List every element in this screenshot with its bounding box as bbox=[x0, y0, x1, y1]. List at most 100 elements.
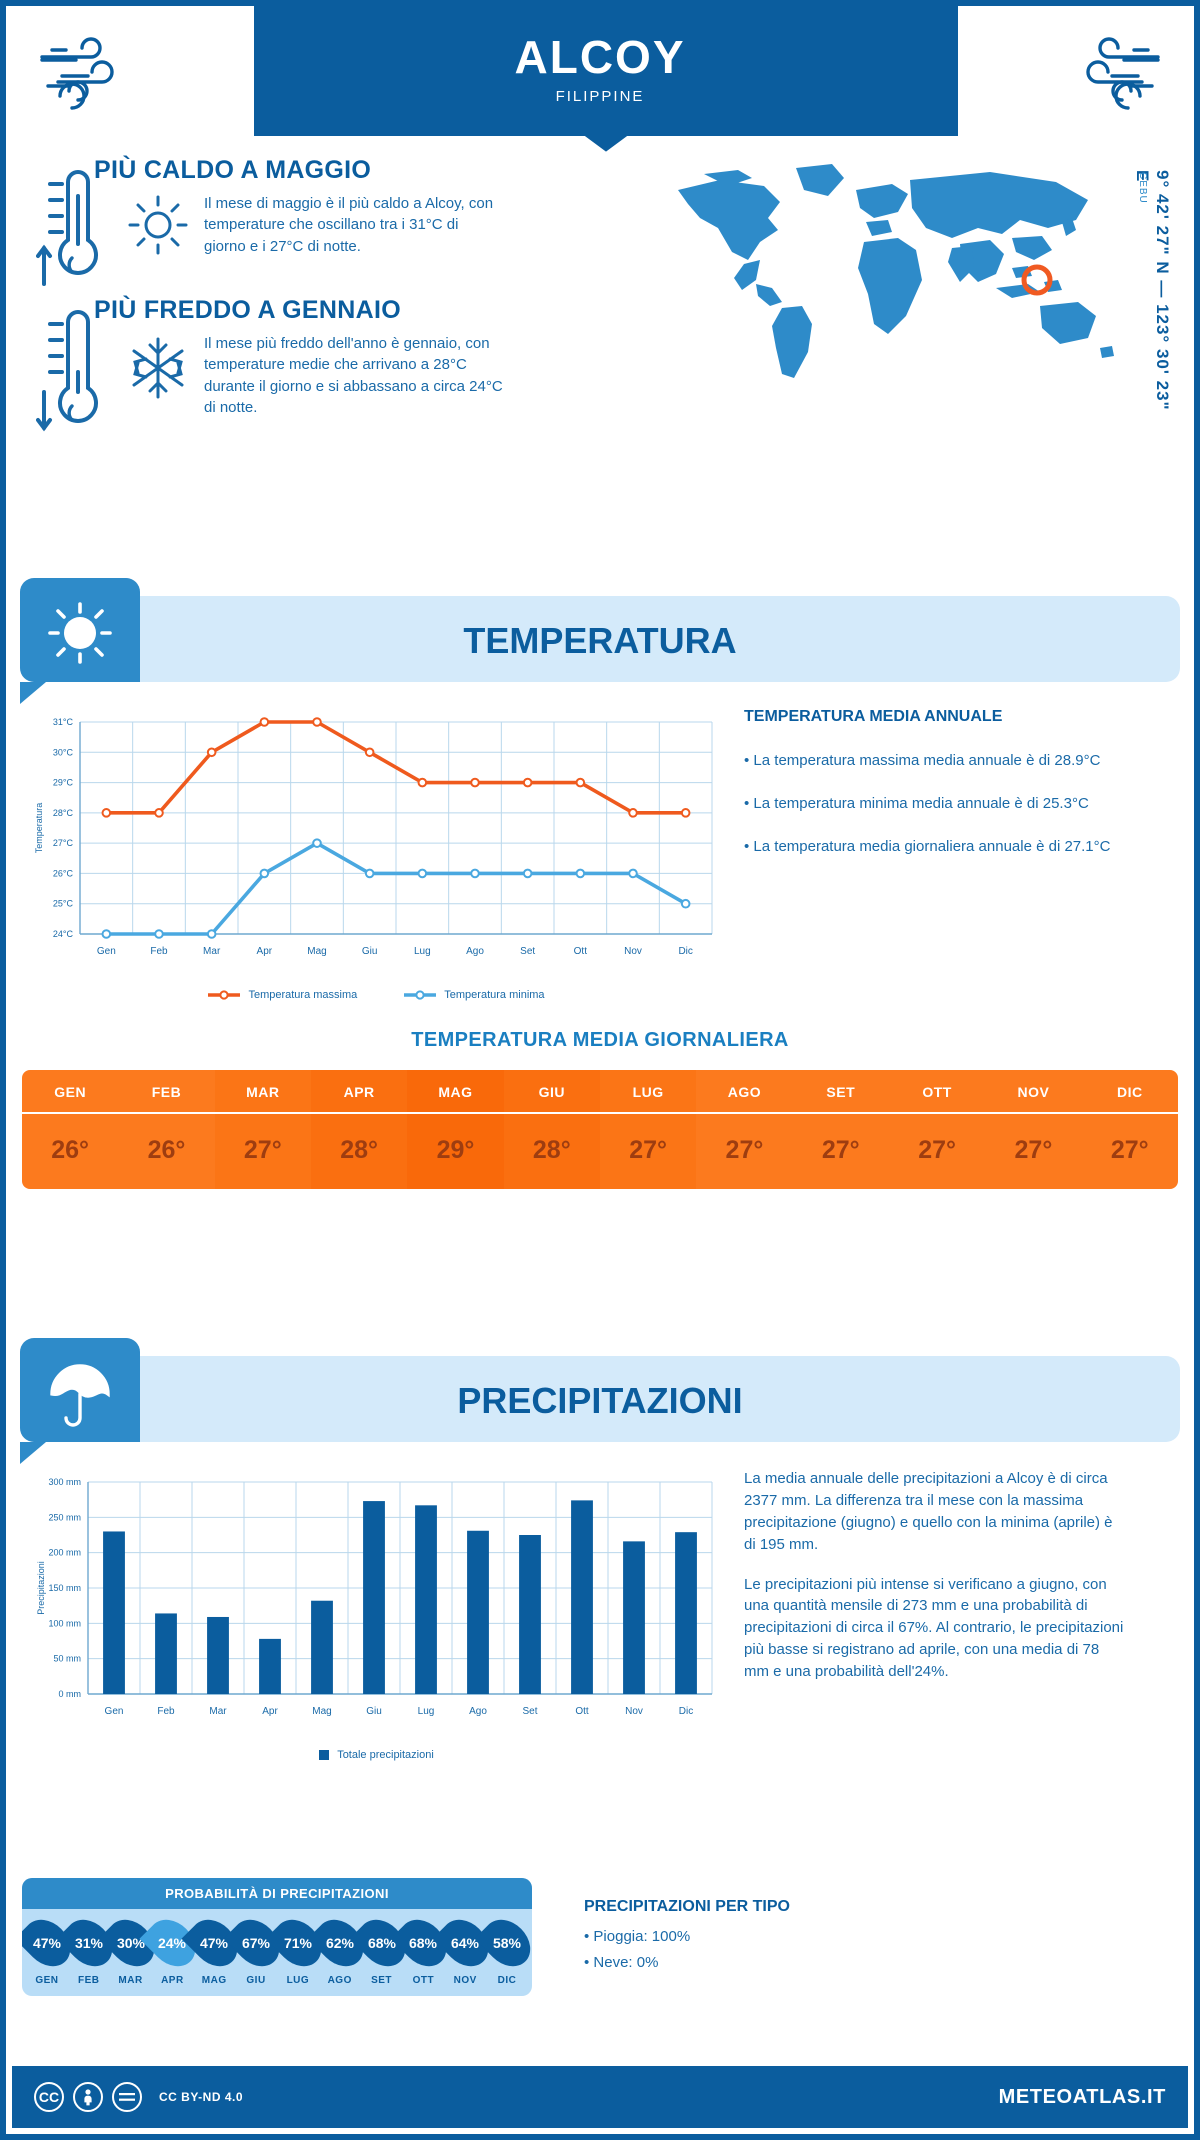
sun-banner-icon bbox=[46, 600, 114, 671]
probability-value: 58% bbox=[493, 1935, 522, 1951]
temperature-bullet-max: • La temperatura massima media annuale è… bbox=[744, 752, 1101, 769]
daily-temp-month: FEB bbox=[118, 1070, 215, 1114]
daily-temp-column: AGO 27° bbox=[696, 1070, 793, 1189]
daily-temp-column: DIC 27° bbox=[1081, 1070, 1178, 1189]
probability-month: APR bbox=[161, 1975, 184, 1986]
svg-text:Lug: Lug bbox=[414, 946, 431, 957]
svg-text:Mar: Mar bbox=[203, 946, 221, 957]
svg-text:25°C: 25°C bbox=[53, 899, 74, 909]
daily-temp-value: 27° bbox=[725, 1136, 764, 1164]
precipitation-paragraph-1: La media annuale delle precipitazioni a … bbox=[744, 1470, 1113, 1553]
temperature-chart: 24°C 25°C 26°C 27°C 28°C 29°C 30°C 31°C Gen Feb Ma… bbox=[6, 708, 726, 1001]
svg-text:300 mm: 300 mm bbox=[48, 1477, 81, 1487]
probability-month: LUG bbox=[286, 1975, 310, 1986]
svg-text:Precipitazioni: Precipitazioni bbox=[36, 1561, 46, 1615]
daily-temp-month: OTT bbox=[888, 1070, 986, 1114]
daily-temp-month: MAR bbox=[214, 1070, 311, 1114]
highlights-panel: PIÙ CALDO A MAGGIO Il mese di maggio è i… bbox=[6, 156, 646, 438]
legend-square-total-icon bbox=[319, 1750, 330, 1760]
probability-month: MAG bbox=[201, 1975, 227, 1986]
daily-temp-month: LUG bbox=[599, 1070, 697, 1114]
probability-month: DIC bbox=[497, 1975, 517, 1986]
svg-text:Dic: Dic bbox=[678, 946, 692, 957]
probability-drop: 24% APR bbox=[139, 1910, 205, 1986]
daily-temp-column: MAG 29° bbox=[407, 1070, 504, 1189]
svg-text:Temperatura: Temperatura bbox=[34, 803, 44, 854]
probability-drop: 47% GEN bbox=[22, 1910, 80, 1986]
probability-drop: 68% SET bbox=[349, 1910, 415, 1986]
probability-drop: 64% NOV bbox=[432, 1910, 498, 1986]
daily-temp-value: 28° bbox=[532, 1136, 571, 1164]
svg-text:24°C: 24°C bbox=[53, 929, 74, 939]
svg-text:Set: Set bbox=[520, 946, 535, 957]
cc-badge-by bbox=[73, 2082, 103, 2112]
daily-temp-column: FEB 26° bbox=[118, 1070, 215, 1189]
probability-title: PROBABILITÀ DI PRECIPITAZIONI bbox=[22, 1878, 532, 1909]
equal-icon bbox=[119, 2093, 135, 2101]
svg-text:0 mm: 0 mm bbox=[59, 1689, 82, 1699]
temperature-side-panel: TEMPERATURA MEDIA ANNUALE • La temperatu… bbox=[726, 708, 1156, 1001]
daily-temp-value: 27° bbox=[243, 1136, 282, 1164]
legend-item-min: Temperatura minima bbox=[403, 989, 545, 1001]
legend-label-max: Temperatura massima bbox=[248, 989, 358, 1001]
precipitation-type-rain: • Pioggia: 100% bbox=[584, 1928, 691, 1945]
probability-month: AGO bbox=[327, 1975, 352, 1986]
coordinates-label: 9° 42' 27" N — 123° 30' 23" E bbox=[1133, 170, 1172, 411]
precipitation-paragraph-2: Le precipitazioni più intense si verific… bbox=[744, 1575, 1124, 1681]
svg-text:Mag: Mag bbox=[312, 1706, 331, 1717]
svg-text:Nov: Nov bbox=[624, 946, 642, 957]
temperature-bullet-min: • La temperatura minima media annuale è … bbox=[744, 795, 1089, 812]
umbrella-banner-icon bbox=[46, 1360, 116, 1433]
daily-temp-column: GEN 26° bbox=[22, 1070, 119, 1189]
svg-text:Mag: Mag bbox=[307, 946, 326, 957]
person-icon bbox=[84, 2089, 92, 2106]
highlight-hottest-heading: PIÙ CALDO A MAGGIO bbox=[94, 156, 372, 184]
thermometer-up-icon bbox=[36, 162, 120, 297]
daily-temp-column: LUG 27° bbox=[599, 1070, 697, 1189]
svg-text:Ott: Ott bbox=[575, 1706, 589, 1717]
svg-text:Lug: Lug bbox=[418, 1706, 435, 1717]
daily-temperature-title: TEMPERATURA MEDIA GIORNALIERA bbox=[411, 1029, 789, 1051]
svg-text:26°C: 26°C bbox=[53, 868, 74, 878]
daily-temp-value: 27° bbox=[1110, 1136, 1149, 1164]
thermometer-down-icon bbox=[36, 302, 120, 447]
daily-temp-value: 26° bbox=[51, 1136, 90, 1164]
precipitation-chart-svg: 0 mm 50 mm 100 mm 150 mm 200 mm 250 mm 300 mm G… bbox=[36, 1477, 713, 1717]
daily-temp-month: GIU bbox=[503, 1070, 600, 1114]
country-label: FILIPPINE bbox=[555, 88, 645, 105]
probability-month: NOV bbox=[453, 1975, 477, 1986]
svg-text:31°C: 31°C bbox=[53, 717, 74, 727]
legend-line-max-icon bbox=[208, 990, 241, 1000]
highlight-coldest-text: Il mese più freddo dell'anno è gennaio, … bbox=[204, 335, 503, 416]
precipitation-section: PRECIPITAZIONI 0 mm 50 mm 100 mm 150 mm 200 … bbox=[6, 1338, 1194, 1761]
daily-temp-value: 26° bbox=[147, 1136, 186, 1164]
temperature-bullet-avg: • La temperatura media giornaliera annua… bbox=[744, 838, 1111, 855]
probability-drop: 58% DIC bbox=[474, 1910, 532, 1986]
svg-text:Gen: Gen bbox=[105, 1706, 124, 1717]
svg-text:100 mm: 100 mm bbox=[48, 1618, 81, 1628]
svg-text:Dic: Dic bbox=[679, 1706, 693, 1717]
temperature-section-title: TEMPERATURA bbox=[463, 620, 737, 661]
highlight-hottest-text: Il mese di maggio è il più caldo a Alcoy… bbox=[204, 195, 494, 255]
legend-item-max: Temperatura massima bbox=[207, 989, 357, 1001]
svg-text:250 mm: 250 mm bbox=[48, 1512, 81, 1522]
legend-label-total: Totale precipitazioni bbox=[337, 1749, 434, 1761]
probability-month: FEB bbox=[77, 1975, 100, 1986]
temperature-chart-svg: 24°C 25°C 26°C 27°C 28°C 29°C 30°C 31°C Gen Feb Ma… bbox=[34, 717, 713, 957]
probability-month: MAR bbox=[118, 1975, 143, 1986]
daily-temp-month: NOV bbox=[985, 1070, 1082, 1114]
wind-decoration-right-icon bbox=[1046, 28, 1166, 133]
svg-text:Giu: Giu bbox=[362, 946, 378, 957]
cc-badge-nd bbox=[112, 2082, 142, 2112]
location-marker-icon bbox=[1021, 264, 1053, 296]
precipitation-side-panel: La media annuale delle precipitazioni a … bbox=[726, 1468, 1156, 1761]
precipitation-type-snow: • Neve: 0% bbox=[584, 1953, 659, 1971]
region-label: CEBU bbox=[1137, 172, 1148, 204]
probability-drop: 67% GIU bbox=[223, 1910, 289, 1986]
precipitation-type-title: PRECIPITAZIONI PER TIPO bbox=[584, 1898, 790, 1915]
svg-text:30°C: 30°C bbox=[53, 747, 74, 757]
legend-item-total: Totale precipitazioni bbox=[318, 1749, 434, 1761]
svg-text:Set: Set bbox=[522, 1706, 537, 1717]
snowflake-icon bbox=[132, 337, 184, 399]
